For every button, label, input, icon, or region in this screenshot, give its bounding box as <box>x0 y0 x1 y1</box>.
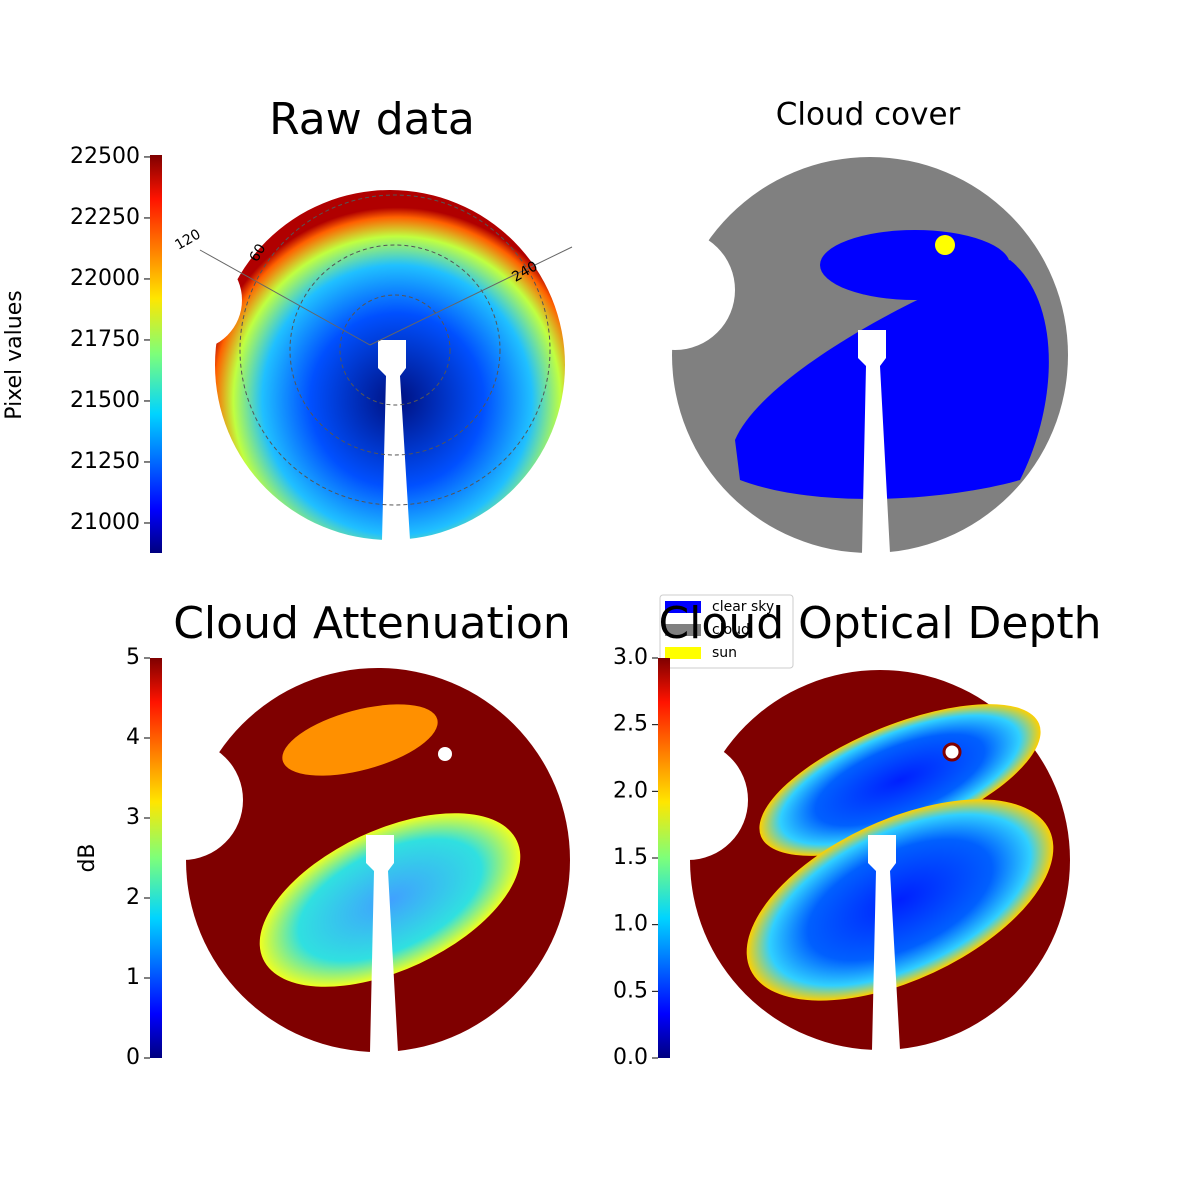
colorbar-tick-label: 0.0 <box>613 1045 648 1070</box>
colorbar-tick-label: 22000 <box>70 266 140 291</box>
legend-label: clear sky <box>712 599 774 615</box>
colorbar <box>150 658 162 1058</box>
panel-title: Cloud Attenuation <box>173 598 571 649</box>
colorbar-tick-label: 21750 <box>70 327 140 352</box>
legend-swatch <box>665 601 701 613</box>
colorbar-tick-label: 2 <box>126 885 140 910</box>
colorbar-tick-label: 1 <box>126 965 140 990</box>
colorbar-tick-label: 5 <box>126 645 140 670</box>
colorbar-tick-label: 2.5 <box>613 712 648 737</box>
colorbar-tick-label: 21500 <box>70 388 140 413</box>
polar-spoke <box>369 246 573 346</box>
colorbar-tick-label: 4 <box>126 725 140 750</box>
colorbar <box>658 658 670 1058</box>
notch <box>123 740 243 860</box>
colorbar-label: dB <box>75 843 100 872</box>
polar-grid <box>239 194 551 506</box>
cloud-region <box>282 704 438 776</box>
colorbar-tick-label: 3.0 <box>613 645 648 670</box>
sun <box>942 742 962 762</box>
polar-grid <box>289 244 501 456</box>
colorbar-tick-label: 22250 <box>70 205 140 230</box>
sky-region <box>759 704 1041 856</box>
colorbar-tick-label: 21000 <box>70 510 140 535</box>
pole <box>868 835 900 1050</box>
pole <box>378 340 410 540</box>
sky-region <box>746 799 1054 1001</box>
polar-grid <box>339 294 451 406</box>
clear-region <box>735 260 1049 499</box>
legend-label: cloud <box>712 622 750 638</box>
panel: Cloud Attenuation 0 1 2 3 4 5 dB <box>75 598 571 1070</box>
colorbar-tick-label: 0.5 <box>613 978 648 1003</box>
sun <box>935 235 955 255</box>
notch <box>142 250 242 350</box>
panel: Cloud Optical Depth 0.0 0.5 1.0 1.5 2.0 2.5 3.0 <box>613 598 1102 1070</box>
notch <box>615 230 735 350</box>
polar-spoke <box>199 249 371 346</box>
colorbar-tick-label: 0 <box>126 1045 140 1070</box>
panel-title: Cloud Optical Depth <box>658 598 1101 649</box>
legend-label: sun <box>712 645 737 661</box>
legend-swatch <box>665 647 701 659</box>
panel: Cloud cover clear sky cloud sun <box>615 97 1068 669</box>
panel-title: Raw data <box>269 94 475 145</box>
colorbar-tick-label: 22500 <box>70 144 140 169</box>
pole <box>366 835 398 1052</box>
colorbar-tick-label: 3 <box>126 805 140 830</box>
polar-label: 60 <box>247 241 270 264</box>
colorbar <box>150 155 162 553</box>
colorbar-tick-label: 21250 <box>70 449 140 474</box>
colorbar-tick-label: 1.0 <box>613 912 648 937</box>
legend-swatch <box>665 624 701 636</box>
colorbar-label: Pixel values <box>2 290 27 419</box>
polar-label: 120 <box>172 226 203 253</box>
sun <box>438 747 452 761</box>
colorbar-tick-label: 1.5 <box>613 845 648 870</box>
panel-title: Cloud cover <box>776 97 961 133</box>
colorbar-tick-label: 2.0 <box>613 778 648 803</box>
pole <box>858 330 890 553</box>
clear-region <box>259 813 521 987</box>
